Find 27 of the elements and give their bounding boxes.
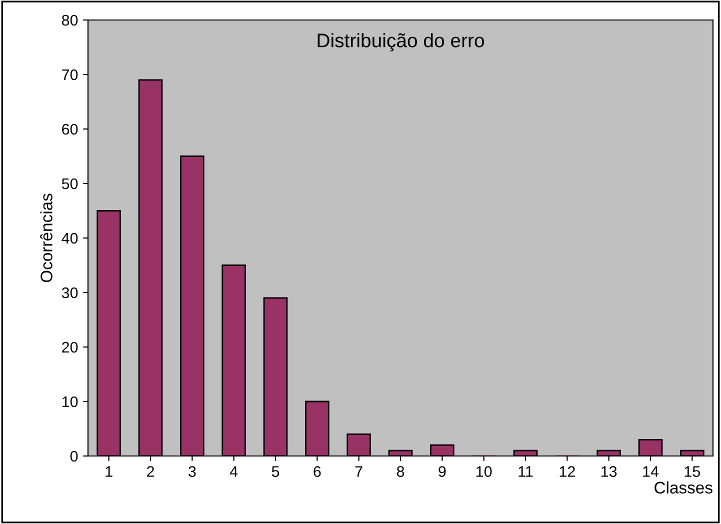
y-tick-label: 40 <box>62 232 78 244</box>
y-tick-label: 70 <box>62 69 78 80</box>
x-tick-label: 11 <box>518 466 533 477</box>
x-tick-label: 3 <box>188 466 196 477</box>
x-tick-label: 9 <box>438 466 446 477</box>
x-tick-label: 13 <box>602 466 617 477</box>
x-tick-label: 7 <box>355 466 362 477</box>
x-tick-label: 15 <box>684 466 700 477</box>
x-tick-label: 10 <box>476 466 492 477</box>
y-tick-label: 0 <box>70 450 78 462</box>
y-tick-label: 20 <box>62 342 78 353</box>
y-tick-label: 30 <box>62 287 78 298</box>
y-tick-label: 60 <box>62 124 78 135</box>
x-axis-title: Classes <box>654 481 712 494</box>
x-tick-label: 2 <box>147 466 154 477</box>
y-axis-title: Ocorrências <box>40 194 52 282</box>
x-tick-label: 6 <box>314 466 321 477</box>
x-tick-label: 4 <box>230 466 238 477</box>
y-tick-label: 10 <box>62 396 78 408</box>
x-tick-label: 1 <box>106 466 112 477</box>
y-tick-label: 50 <box>62 178 78 190</box>
x-tick-label: 14 <box>643 466 659 477</box>
x-tick-label: 5 <box>272 466 280 477</box>
x-tick-label: 8 <box>396 466 404 477</box>
y-tick-label: 80 <box>62 14 78 26</box>
text: Distribuição do erro <box>318 33 484 52</box>
x-tick-label: 12 <box>560 466 575 477</box>
